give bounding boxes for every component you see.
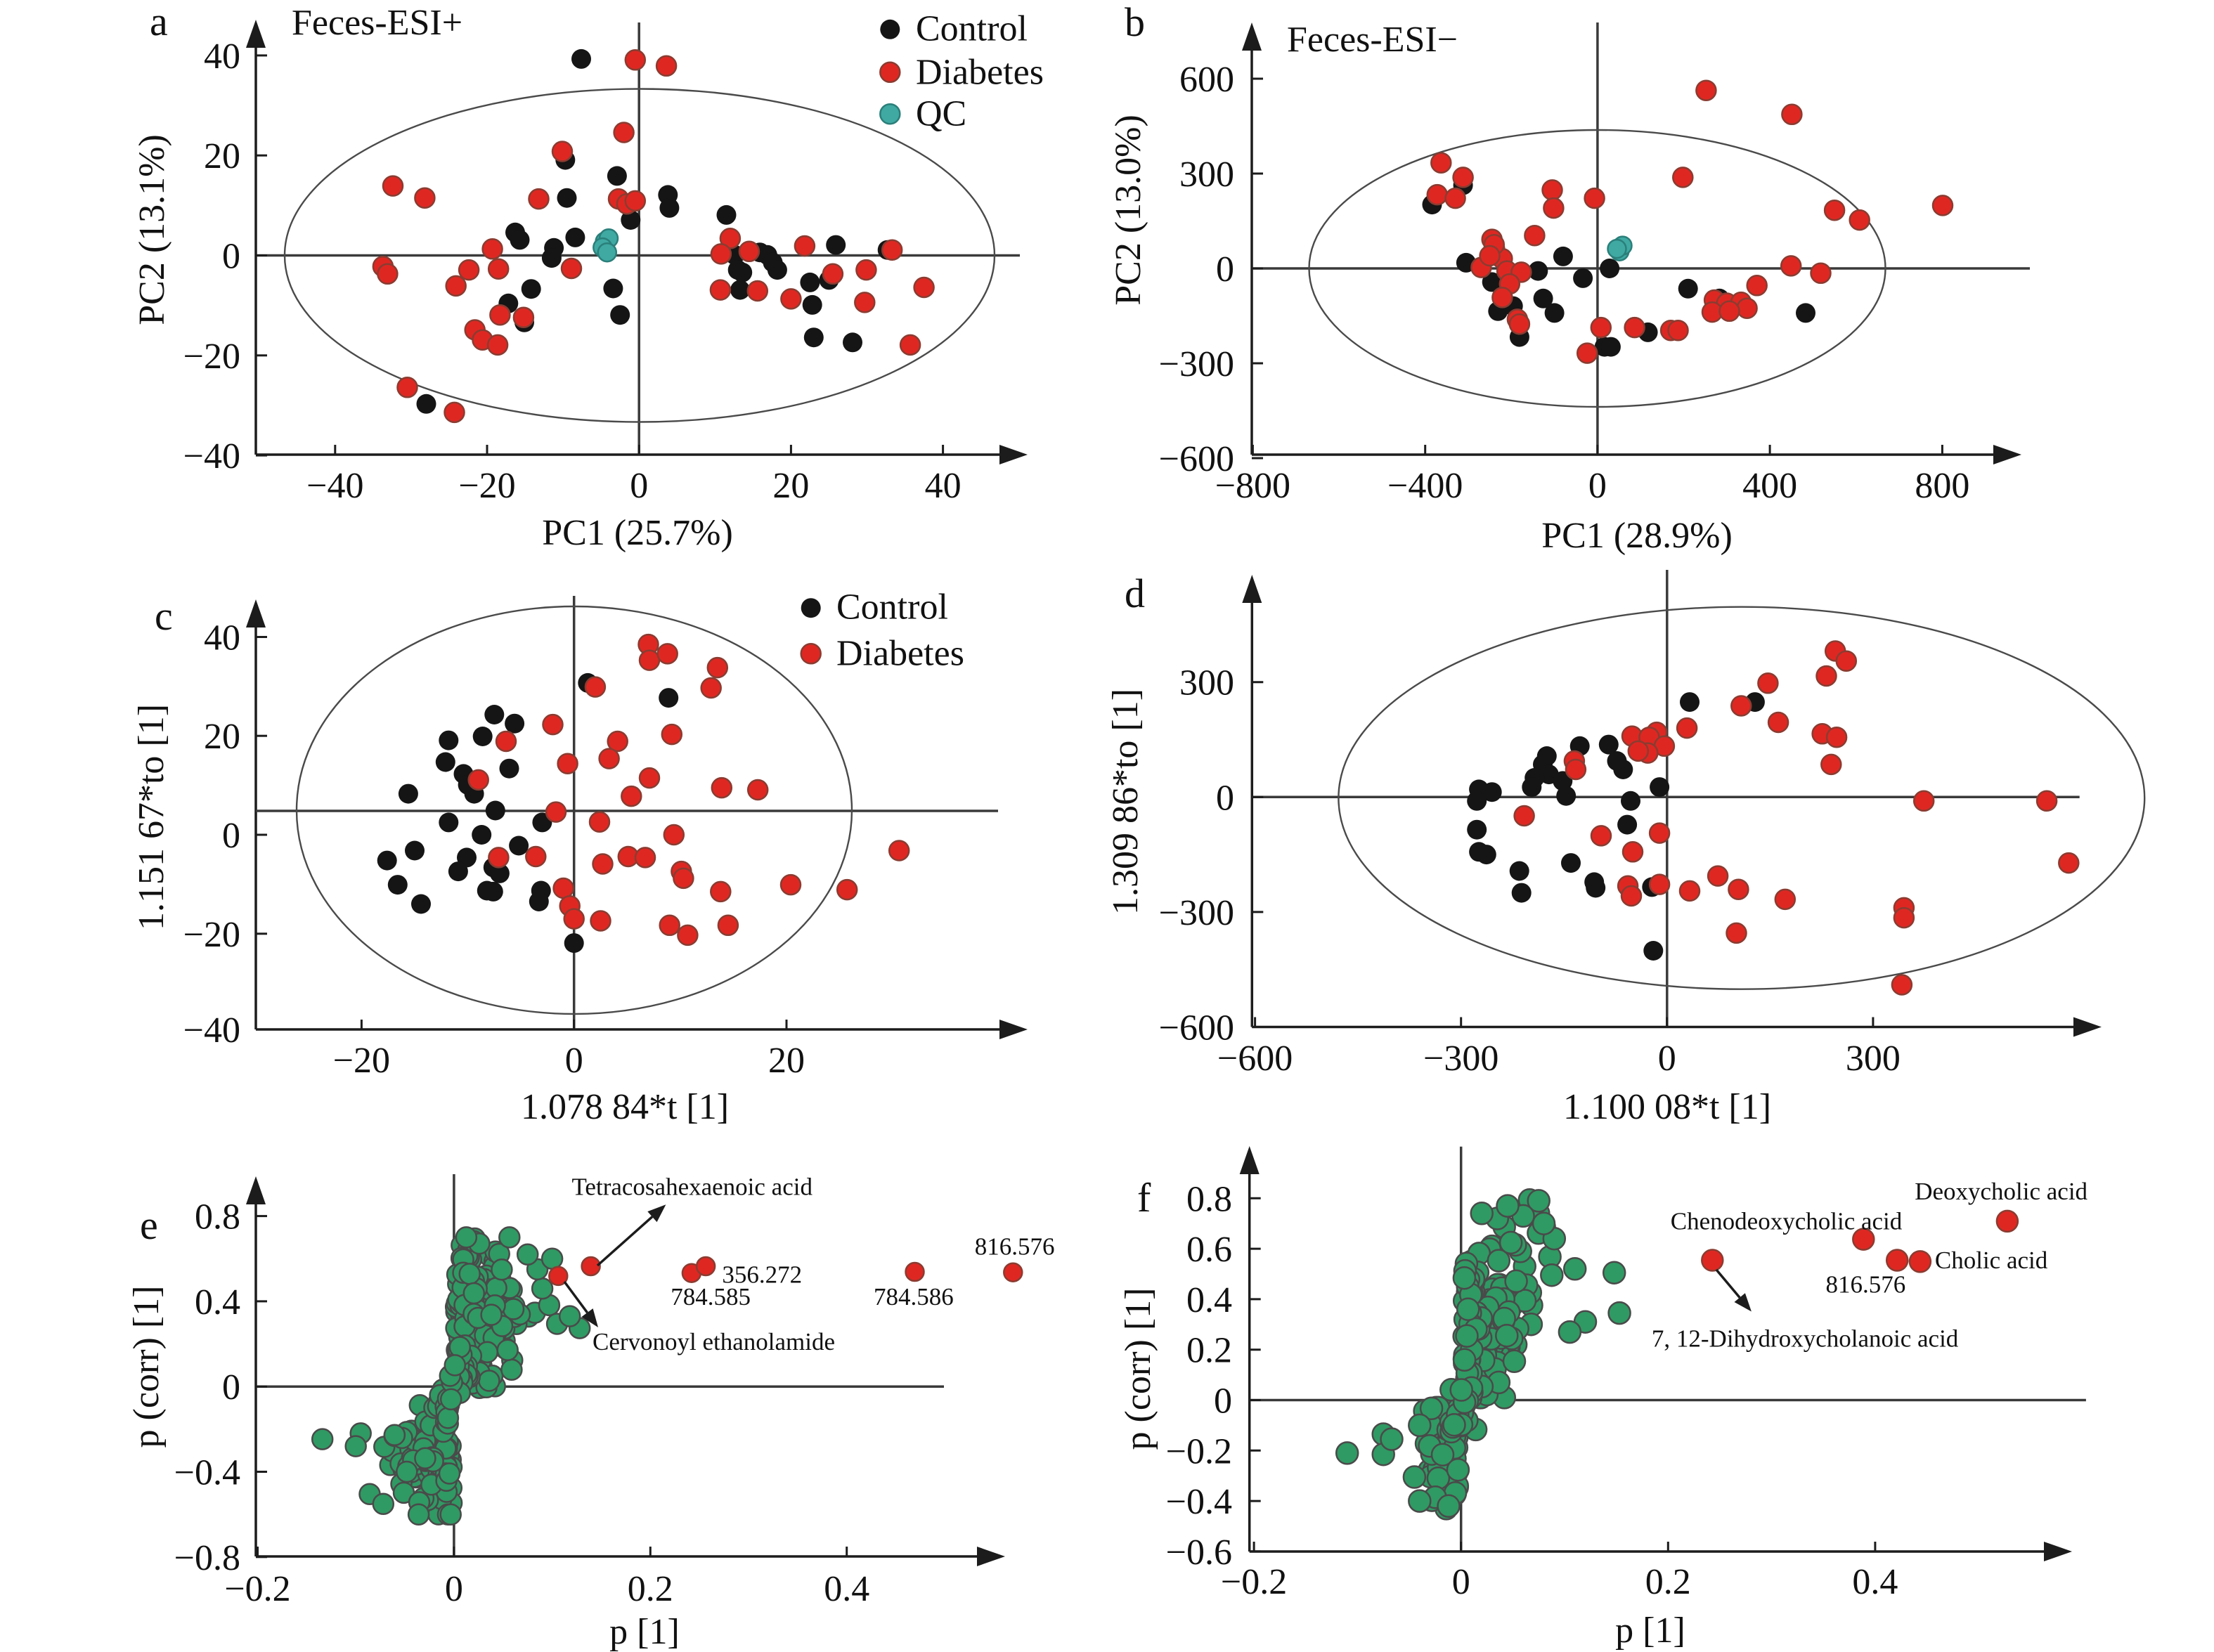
- svg-text:300: 300: [1846, 1039, 1901, 1079]
- svg-text:c: c: [155, 593, 173, 639]
- svg-text:Feces-ESI−: Feces-ESI−: [1287, 20, 1458, 60]
- svg-text:816.576: 816.576: [975, 1233, 1055, 1261]
- svg-text:Feces-ESI+: Feces-ESI+: [292, 3, 462, 43]
- svg-text:400: 400: [1742, 466, 1797, 506]
- svg-text:40: 40: [204, 37, 240, 77]
- svg-text:PC1 (28.9%): PC1 (28.9%): [1541, 516, 1733, 556]
- svg-text:−20: −20: [458, 466, 515, 506]
- svg-text:1.078 84*t [1]: 1.078 84*t [1]: [521, 1087, 729, 1127]
- svg-text:a: a: [150, 0, 168, 44]
- svg-text:0: 0: [222, 1367, 240, 1407]
- svg-text:d: d: [1125, 571, 1145, 616]
- svg-text:−20: −20: [183, 915, 240, 955]
- svg-text:0: 0: [222, 237, 240, 277]
- svg-text:−300: −300: [1159, 893, 1234, 933]
- svg-text:20: 20: [768, 1041, 805, 1081]
- svg-text:Diabetes: Diabetes: [916, 53, 1044, 93]
- svg-text:1.100 08*t [1]: 1.100 08*t [1]: [1563, 1087, 1771, 1127]
- svg-text:7, 12-Dihydroxycholanoic acid: 7, 12-Dihydroxycholanoic acid: [1652, 1325, 1959, 1352]
- svg-text:0: 0: [1452, 1562, 1470, 1602]
- svg-text:−600: −600: [1217, 1039, 1293, 1079]
- svg-text:−300: −300: [1423, 1039, 1498, 1079]
- svg-text:Chenodeoxycholic acid: Chenodeoxycholic acid: [1671, 1207, 1903, 1235]
- svg-text:0.8: 0.8: [1186, 1179, 1232, 1219]
- svg-text:−0.4: −0.4: [174, 1453, 240, 1493]
- svg-text:−0.6: −0.6: [1166, 1533, 1232, 1573]
- svg-text:−20: −20: [183, 337, 240, 377]
- svg-text:−400: −400: [1387, 466, 1463, 506]
- svg-text:0.2: 0.2: [1645, 1562, 1691, 1602]
- svg-text:−20: −20: [333, 1041, 390, 1081]
- svg-text:0: 0: [445, 1569, 463, 1609]
- svg-text:QC: QC: [916, 93, 966, 134]
- svg-text:−600: −600: [1159, 439, 1234, 479]
- svg-text:0: 0: [565, 1041, 583, 1081]
- svg-text:0: 0: [1658, 1039, 1676, 1079]
- svg-text:p [1]: p [1]: [609, 1612, 680, 1652]
- svg-text:−40: −40: [183, 1010, 240, 1051]
- svg-text:−300: −300: [1159, 344, 1234, 384]
- svg-text:−600: −600: [1159, 1008, 1234, 1048]
- svg-text:20: 20: [772, 466, 809, 506]
- svg-text:1.309 86*to [1]: 1.309 86*to [1]: [1106, 689, 1146, 915]
- svg-text:−0.4: −0.4: [1166, 1482, 1232, 1522]
- svg-text:Control: Control: [916, 9, 1028, 49]
- svg-text:300: 300: [1179, 663, 1234, 703]
- svg-text:0.2: 0.2: [628, 1569, 673, 1609]
- svg-text:−40: −40: [306, 466, 363, 506]
- svg-text:0.6: 0.6: [1186, 1230, 1232, 1270]
- svg-text:Control: Control: [836, 587, 948, 627]
- svg-text:−40: −40: [183, 436, 240, 476]
- svg-text:0: 0: [1216, 249, 1234, 290]
- svg-text:p [1]: p [1]: [1615, 1611, 1685, 1651]
- svg-text:784.585: 784.585: [671, 1283, 751, 1310]
- svg-text:800: 800: [1915, 466, 1969, 506]
- svg-text:600: 600: [1179, 60, 1234, 100]
- svg-text:0: 0: [1216, 778, 1234, 818]
- svg-text:0: 0: [1214, 1381, 1232, 1422]
- svg-text:PC2 (13.1%): PC2 (13.1%): [132, 134, 172, 325]
- svg-text:b: b: [1125, 0, 1145, 45]
- svg-text:−800: −800: [1215, 466, 1290, 506]
- svg-text:300: 300: [1179, 155, 1234, 195]
- svg-text:Tetracosahexaenoic acid: Tetracosahexaenoic acid: [572, 1173, 813, 1200]
- svg-text:−0.2: −0.2: [224, 1569, 290, 1609]
- svg-text:0: 0: [630, 466, 648, 506]
- svg-text:0.4: 0.4: [195, 1282, 240, 1322]
- svg-text:Cholic acid: Cholic acid: [1935, 1247, 2048, 1274]
- svg-text:Diabetes: Diabetes: [836, 634, 964, 674]
- svg-text:PC2 (13.0%): PC2 (13.0%): [1108, 115, 1148, 306]
- svg-text:Deoxycholic acid: Deoxycholic acid: [1915, 1178, 2087, 1205]
- svg-text:Cervonoyl ethanolamide: Cervonoyl ethanolamide: [593, 1328, 835, 1355]
- svg-text:40: 40: [204, 618, 240, 658]
- svg-text:−0.8: −0.8: [174, 1538, 240, 1578]
- svg-text:0.2: 0.2: [1186, 1331, 1232, 1371]
- svg-text:0: 0: [222, 816, 240, 856]
- svg-text:0.4: 0.4: [824, 1569, 869, 1609]
- svg-text:−0.2: −0.2: [1221, 1562, 1287, 1602]
- svg-text:p (corr) [1]: p (corr) [1]: [127, 1286, 167, 1448]
- svg-text:−0.2: −0.2: [1166, 1431, 1232, 1471]
- svg-text:0: 0: [1588, 466, 1607, 506]
- svg-text:356.272: 356.272: [722, 1261, 802, 1289]
- svg-text:0.8: 0.8: [195, 1197, 240, 1237]
- svg-text:0.4: 0.4: [1186, 1280, 1232, 1320]
- svg-text:f: f: [1137, 1175, 1151, 1221]
- svg-text:40: 40: [925, 466, 962, 506]
- svg-text:p (corr) [1]: p (corr) [1]: [1118, 1288, 1158, 1450]
- svg-text:0.4: 0.4: [1852, 1562, 1898, 1602]
- svg-text:PC1 (25.7%): PC1 (25.7%): [542, 513, 733, 553]
- svg-text:784.586: 784.586: [874, 1283, 954, 1310]
- svg-text:816.576: 816.576: [1826, 1271, 1906, 1299]
- svg-text:20: 20: [204, 136, 240, 176]
- svg-text:1.151 67*to [1]: 1.151 67*to [1]: [131, 704, 171, 930]
- svg-text:e: e: [140, 1202, 158, 1248]
- svg-text:20: 20: [204, 717, 240, 757]
